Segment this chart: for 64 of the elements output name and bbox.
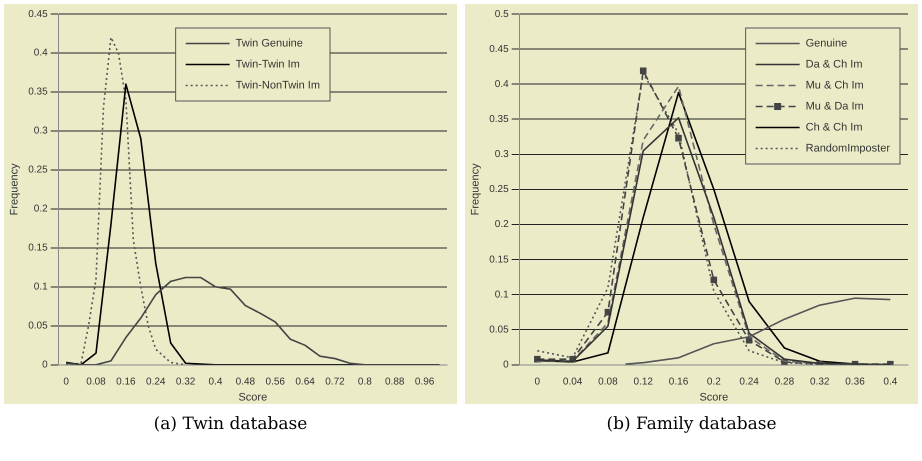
x-tick-label: 0.24 <box>146 376 166 388</box>
y-tick-label: 0.1 <box>34 282 48 293</box>
y-tick-label: 0.25 <box>489 184 510 196</box>
y-tick-label: 0.1 <box>494 289 510 300</box>
x-tick-label: 0.28 <box>774 376 795 388</box>
y-tick-label: 0.45 <box>489 44 510 55</box>
x-tick-label: 0.64 <box>295 376 316 388</box>
x-tick-label: 0.16 <box>668 376 689 388</box>
y-axis-title: Frequency <box>470 162 482 216</box>
x-axis-title: Score <box>699 391 728 404</box>
y-tick-label: 0.2 <box>34 204 48 215</box>
point <box>710 276 718 284</box>
y-tick-label: 0.3 <box>494 149 510 160</box>
y-tick-label: 0.25 <box>28 164 48 176</box>
x-tick-label: 0.56 <box>266 376 286 388</box>
y-tick-label: 0.35 <box>28 86 48 98</box>
y-tick-label: 0.35 <box>489 114 510 125</box>
x-tick-label: 0.12 <box>633 376 654 388</box>
legend-label: Genuine <box>806 38 848 50</box>
text: (b) Family database <box>605 414 778 434</box>
x-tick-label: 0.4 <box>883 376 898 388</box>
legend-label: Twin Genuine <box>236 38 303 50</box>
y-tick-label: 0.3 <box>34 126 48 137</box>
text: (a) Twin database <box>152 414 308 434</box>
y-axis-title: Frequency <box>8 162 21 216</box>
legend-label: RandomImposter <box>806 142 890 155</box>
x-tick-label: 0.48 <box>236 376 256 388</box>
x-tick-label: 0 <box>63 376 70 388</box>
x-tick-label: 0.8 <box>358 376 372 388</box>
y-tick-label: 0.05 <box>28 320 48 332</box>
x-tick-label: 0.04 <box>562 376 583 388</box>
y-tick-label: 0.2 <box>494 219 510 230</box>
legend-label: Mu & Ch Im <box>806 80 864 92</box>
point <box>675 134 682 142</box>
y-tick-label: 0 <box>42 360 48 371</box>
x-tick-label: 0.2 <box>706 376 722 388</box>
x-tick-label: 0.36 <box>845 376 866 388</box>
x-tick-label: 0.72 <box>325 376 346 388</box>
x-tick-label: 0 <box>534 376 541 388</box>
x-tick-label: 0.32 <box>810 376 830 388</box>
x-tick-label: 0.96 <box>414 376 435 388</box>
y-tick-label: 0.15 <box>489 254 510 266</box>
x-tick-label: 0.4 <box>208 376 223 388</box>
x-tick-label: 0.08 <box>86 376 106 388</box>
legend-label: Da & Ch Im <box>806 58 862 71</box>
legend-label: Twin-Twin Im <box>236 58 300 71</box>
y-tick-label: 0 <box>503 360 510 371</box>
legend-label: Twin-NonTwin Im <box>236 80 320 92</box>
y-tick-label: 0.4 <box>494 78 510 90</box>
point <box>640 68 646 74</box>
point <box>746 336 752 344</box>
y-tick-label: 0.4 <box>34 48 48 59</box>
y-tick-label: 0.05 <box>489 324 510 336</box>
legend-label: Mu & Da Im <box>806 100 864 113</box>
x-tick-label: 0.08 <box>598 376 618 388</box>
y-tick-label: 0.15 <box>28 242 48 254</box>
y-tick-label: 0.45 <box>28 8 48 20</box>
x-tick-label: 0.88 <box>384 376 405 388</box>
legend-label: Ch & Ch Im <box>806 122 862 134</box>
x-tick-label: 0.16 <box>116 376 136 388</box>
x-tick-label: 0.32 <box>176 376 196 388</box>
x-tick-label: 0.24 <box>739 376 760 388</box>
y-tick-label: 0.5 <box>494 8 510 20</box>
x-axis-title: Score <box>238 391 268 404</box>
